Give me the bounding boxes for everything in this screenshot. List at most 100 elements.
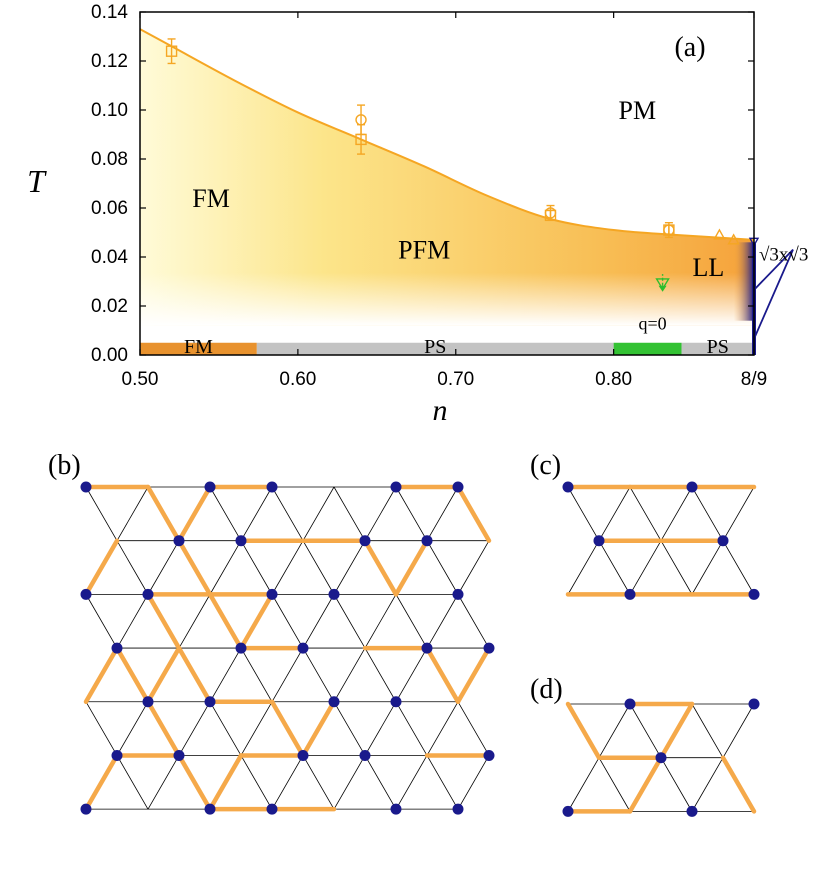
lattice-site [359,749,371,761]
strong-bond [176,538,213,597]
strong-bond [145,484,182,543]
lattice-site [483,749,495,761]
y-tick-label: 0.12 [91,51,128,72]
lattice-bond [209,701,242,756]
lattice-bond [722,703,755,758]
x-tick-label: 0.50 [122,369,159,390]
lattice-site [655,752,667,764]
lattice-site [748,698,760,710]
bar-segment [256,342,614,355]
lattice-site [483,642,495,654]
lattice-bond [364,755,397,810]
qzero-arrow [658,285,667,292]
lattice-bond [567,540,600,595]
strong-bond [393,538,430,597]
lattice-site [328,588,340,600]
lattice-bond [457,594,490,649]
phase-diagram-panel: FM PS PS 0.50 0.60 0.70 0.80 8/90.000.020.040.… [27,2,808,427]
lattice-bond [426,755,459,810]
lattice-site [297,642,309,654]
lattice-bond [178,594,211,649]
lattice-bond [116,701,149,756]
sqrt3-label: √3x√3 [759,245,808,266]
lattice-bond [209,647,242,702]
lattice-bond [240,647,273,702]
strong-bond [627,755,664,814]
phase-label: LL [692,253,724,282]
lattice-bond [691,757,724,812]
strong-bond [720,755,757,814]
lattice-bond [116,540,149,595]
y-tick-label: 0.04 [91,247,128,268]
lattice-bond [598,486,631,541]
bar-label: PS [707,336,729,358]
lattice-bond [209,486,242,541]
lattice-site [452,803,464,815]
lattice-bond [395,594,428,649]
lattice-bond [660,486,693,541]
ll-region-shade [733,242,754,321]
lattice-bond [85,486,118,541]
lattice-bond [271,540,304,595]
plot-frame [139,11,755,356]
lattice-site [421,642,433,654]
lattice-site [173,749,185,761]
strong-bond [176,645,213,705]
lattice-site [390,481,402,493]
lattice-bond [333,594,366,649]
panel-label-a: (a) [674,32,705,63]
strong-bond [145,699,182,758]
lattice-site [80,481,92,493]
lattice-bond [567,757,600,812]
y-tick-label: 0.10 [91,100,128,121]
lattice-bond [426,540,459,595]
lattice-site [266,481,278,493]
panel-label-d: (d) [530,674,563,705]
x-tick-label: 0.70 [437,369,474,390]
lattice-bond [457,540,490,595]
phase-labels: PM FM PFM LL [192,96,724,282]
lattice-bond [426,486,459,541]
strong-bond [176,753,213,812]
lattice-bond [333,540,366,595]
strong-bond [424,645,461,705]
lattice-bond [271,647,304,702]
lattice-bond [629,703,662,758]
lattice-bond [364,647,397,702]
lattice-bond [395,701,428,756]
lattice-bond [271,755,304,810]
lattice-bond [116,755,149,810]
lattice-site [593,535,605,547]
bar-label: FM [184,336,213,358]
lattice-bond [426,701,459,756]
lattice-bond [333,647,366,702]
strong-bond [145,645,182,705]
lattice-site [624,698,636,710]
lattice-bond [240,701,273,756]
lattice-bond [395,486,428,541]
kagome-lattice-b [80,481,495,815]
lattice-site [80,803,92,815]
y-tick-label: 0.08 [91,149,128,170]
lattice-bond [660,540,693,595]
lattice-site [204,696,216,708]
lattice-bond [395,755,428,810]
ground-state-bar: FM PS PS [140,336,754,358]
lattice-site [235,535,247,547]
q0-label: q=0 [639,313,667,333]
lattice-bond [271,486,304,541]
y-tick-label: 0.00 [91,345,128,366]
y-tick-label: 0.14 [91,2,128,23]
phase-label: PM [619,96,657,125]
lattice-bond [116,594,149,649]
lattice-bond [178,701,211,756]
lattice-bond [457,701,490,756]
lattice-bond [240,755,273,810]
data-point-square [165,45,178,57]
lattice-bond [147,540,180,595]
lattice-bond [302,486,335,541]
bar-segment [681,342,754,355]
lattice-site [111,749,123,761]
lattice-site [421,535,433,547]
lattice-site [452,481,464,493]
